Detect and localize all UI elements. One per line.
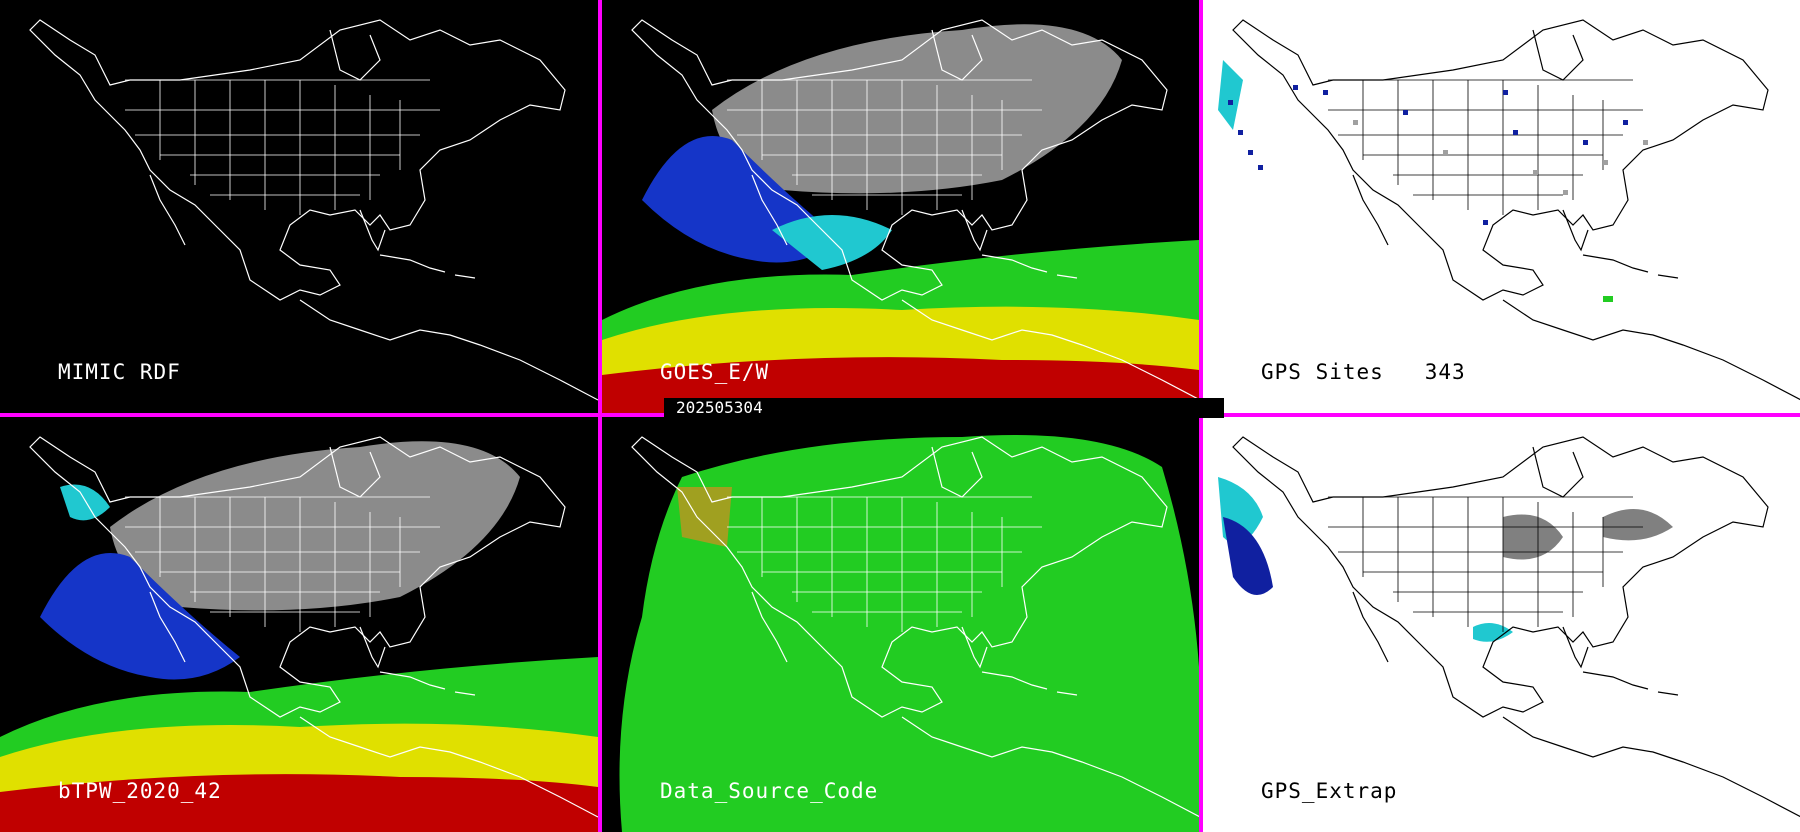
- extrap-cyan-gulf: [1473, 623, 1513, 642]
- timestamp-bar: 202505304: [664, 398, 1224, 418]
- extrap-gray-region-east: [1603, 509, 1673, 541]
- map-goes: [602, 19, 1199, 413]
- map-gps-extrap: [1218, 436, 1800, 818]
- panel-gps-extrap: GPS_Extrap: [1203, 417, 1800, 832]
- panel-gps-sites: GPS Sites 343: [1203, 0, 1800, 413]
- source-olive-region: [677, 487, 732, 547]
- moisture-cyan-region: [772, 215, 892, 270]
- extrap-blue-region: [1223, 517, 1273, 595]
- moisture-red-region: [0, 774, 598, 832]
- moisture-gray-region: [110, 441, 520, 611]
- moisture-gray-region: [712, 24, 1122, 194]
- gps-green-marker: [1603, 296, 1613, 302]
- gps-gray-markers: [1353, 120, 1648, 195]
- map-gps-sites: [1218, 19, 1800, 401]
- panel-btpw: bTPW_2020_42: [0, 417, 598, 832]
- gps-cyan-cluster: [1218, 60, 1243, 130]
- panel-label: GPS_Extrap: [1261, 779, 1398, 803]
- panel-data-source-code: Data_Source_Code: [602, 417, 1199, 832]
- panel-label: MIMIC RDF: [58, 360, 181, 384]
- source-green-region: [619, 435, 1199, 832]
- panel-label: GOES_E/W: [660, 360, 770, 384]
- panel-label: bTPW_2020_42: [58, 779, 222, 803]
- moisture-cyan-region: [60, 484, 110, 521]
- moisture-blue-region: [40, 553, 240, 680]
- panel-label: Data_Source_Code: [660, 779, 879, 803]
- gps-site-markers: [1228, 85, 1628, 225]
- map-data-source: [619, 435, 1199, 832]
- panel-goes-ew: GOES_E/W: [602, 0, 1199, 413]
- panel-label: GPS Sites 343: [1261, 360, 1466, 384]
- extrap-gray-region: [1503, 514, 1563, 560]
- panel-mimic-rdf: MIMIC RDF: [0, 0, 598, 413]
- map-base: [29, 19, 598, 401]
- map-btpw: [0, 436, 598, 832]
